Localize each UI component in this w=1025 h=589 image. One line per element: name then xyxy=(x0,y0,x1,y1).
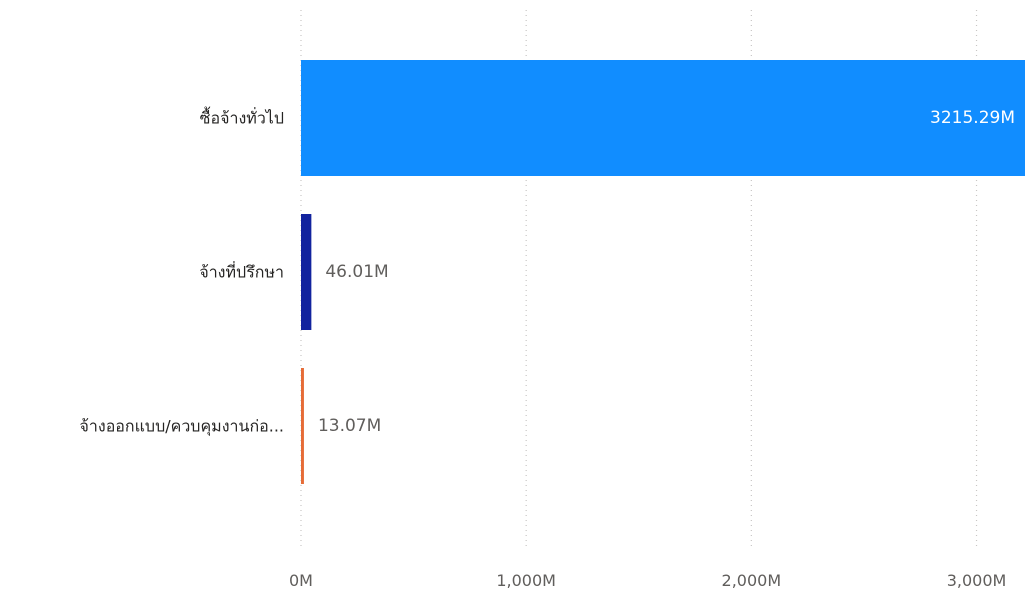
category-label-0: ซื้อจ้างทั่วไป xyxy=(200,107,284,128)
x-tick-label-0: 0M xyxy=(289,571,313,589)
x-tick-label-2: 2,000M xyxy=(722,571,782,589)
x-axis-ticks: 0M 1,000M 2,000M 3,000M xyxy=(289,571,1006,589)
category-label-1: จ้างที่ปรึกษา xyxy=(199,261,284,282)
bar-0[interactable] xyxy=(301,60,1025,176)
category-label-2: จ้างออกแบบ/ควบคุมงานก่อ... xyxy=(80,417,284,437)
data-label-0: 3215.29M xyxy=(930,108,1015,128)
x-tick-label-1: 1,000M xyxy=(496,571,556,589)
bar-2[interactable] xyxy=(301,368,304,484)
x-tick-label-3: 3,000M xyxy=(947,571,1007,589)
bar-1[interactable] xyxy=(301,214,312,330)
data-label-2: 13.07M xyxy=(318,416,381,436)
data-label-1: 46.01M xyxy=(325,262,388,282)
bars xyxy=(301,60,1025,484)
data-labels: 3215.29M 46.01M 13.07M xyxy=(318,108,1015,436)
category-labels: ซื้อจ้างทั่วไปจ้างที่ปรึกษาจ้างออกแบบ/คว… xyxy=(80,107,284,437)
